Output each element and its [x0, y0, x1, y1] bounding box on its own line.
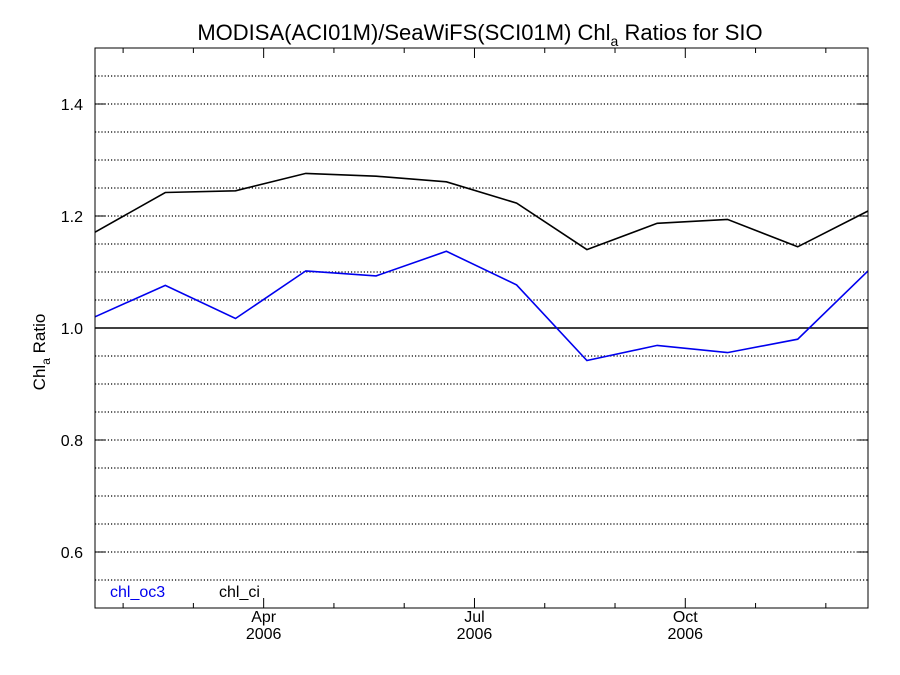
legend-entry-chl-ci: chl_ci	[219, 584, 260, 601]
y-tick-label: 0.8	[61, 433, 83, 450]
y-tick-label: 1.4	[61, 97, 83, 114]
chart-title-rest: Ratios for SIO	[618, 20, 762, 45]
legend: chl_oc3 chl_ci	[110, 584, 260, 601]
y-tick-label: 1.2	[61, 209, 83, 226]
legend-entry-chl-oc3: chl_oc3	[110, 584, 165, 601]
x-tick-label-year: 2006	[457, 626, 493, 643]
y-axis-label-sub: a	[39, 358, 53, 365]
x-tick-label-year: 2006	[246, 626, 282, 643]
y-tick-label: 1.0	[61, 321, 83, 338]
chart-title-sub: a	[611, 33, 619, 49]
y-axis-label: Chla Ratio	[30, 314, 53, 391]
x-tick-label-month: Jul	[464, 609, 484, 626]
x-tick-label-month: Apr	[251, 609, 277, 626]
y-tick-label: 0.6	[61, 545, 83, 562]
series-line-chl-ci	[94, 172, 869, 251]
x-tick-label-month: Oct	[673, 609, 698, 626]
chart-title: MODISA(ACI01M)/SeaWiFS(SCI01M) Chla Rati…	[197, 20, 762, 49]
grid-lines	[95, 75, 868, 581]
x-tick-label-year: 2006	[667, 626, 703, 643]
series-layer	[94, 172, 869, 362]
series-line-chl-oc3	[94, 250, 869, 362]
y-axis-label-rest: Ratio	[30, 314, 49, 358]
y-axis-label-main: Chl	[30, 365, 49, 391]
chart-title-main: MODISA(ACI01M)/SeaWiFS(SCI01M) Chl	[197, 20, 610, 45]
